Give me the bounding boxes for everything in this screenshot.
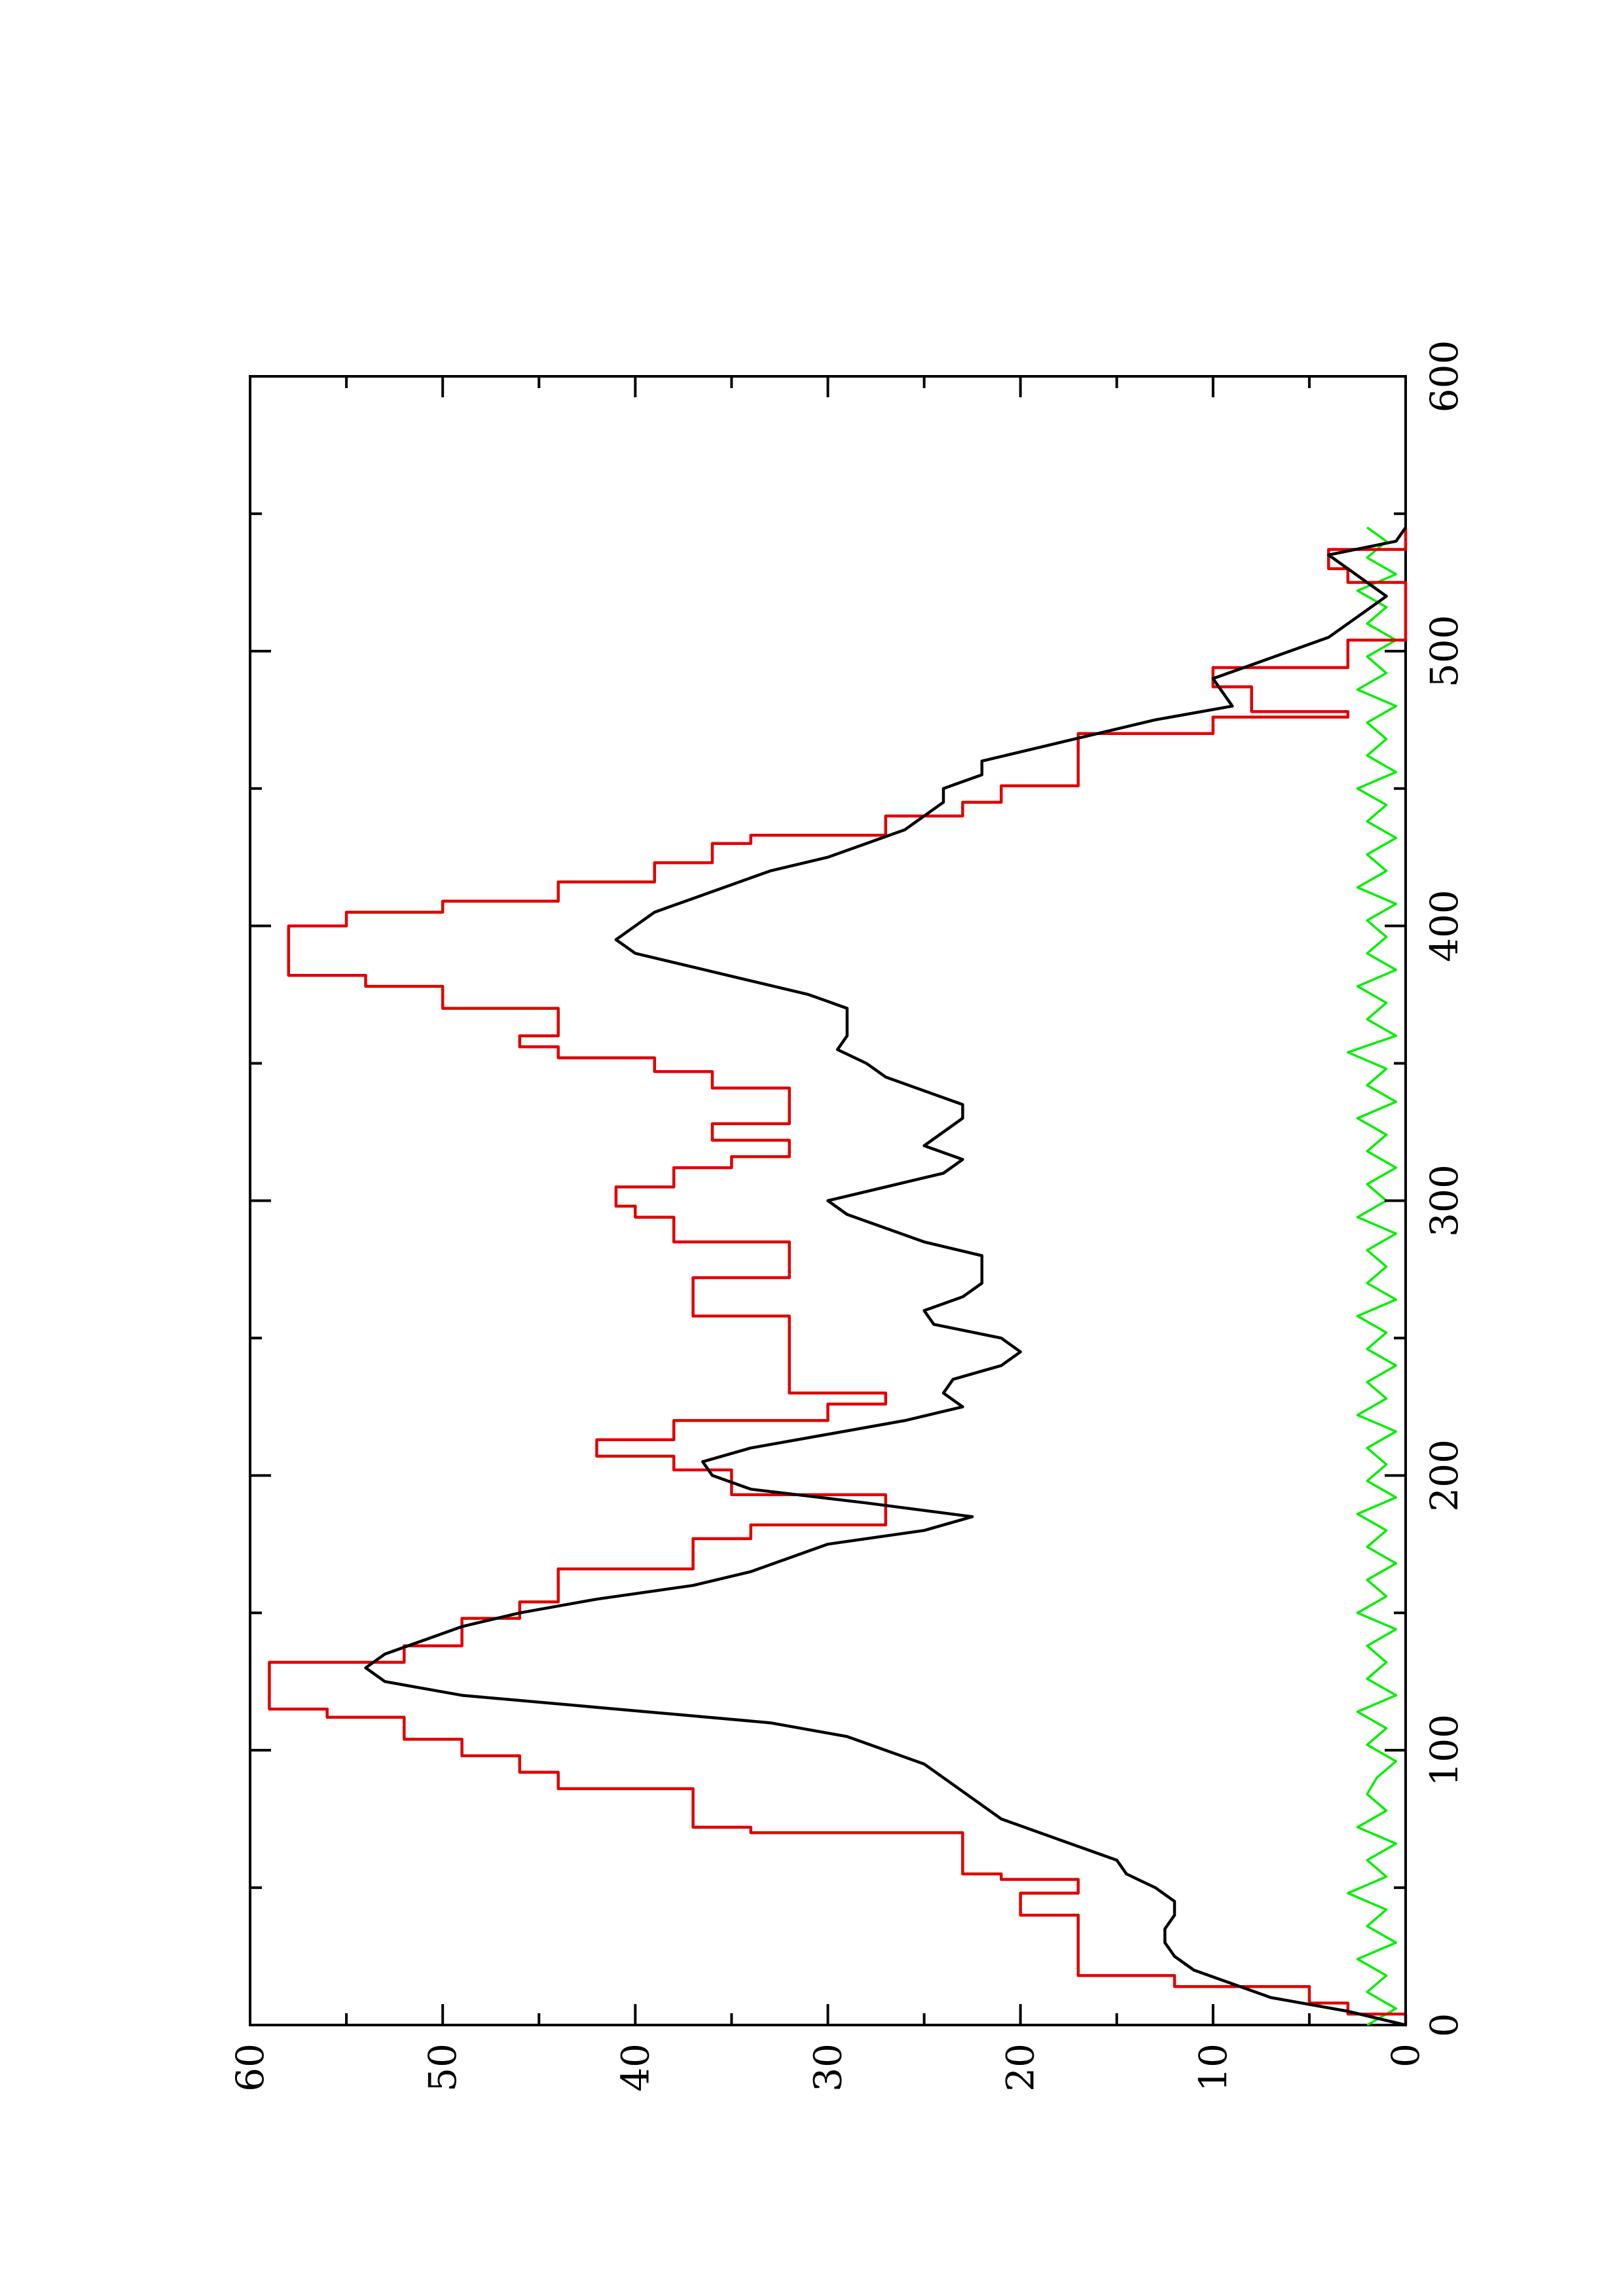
x-tick-label: 300 [1422, 1164, 1467, 1237]
x-tick-label: 400 [1422, 889, 1467, 962]
y-tick-label: 30 [806, 2043, 850, 2092]
y-tick-label: 50 [420, 2043, 465, 2092]
y-tick-label: 40 [613, 2043, 657, 2092]
series-green-line [1347, 526, 1398, 2026]
ticks-layer [249, 375, 1407, 2026]
tick-labels: 0 100 200 300 400 500 600 0 10 20 30 40 50 60 [228, 340, 1467, 2092]
x-tick-label: 600 [1422, 340, 1467, 413]
y-tick-label: 60 [228, 2043, 272, 2092]
x-tick-label: 500 [1422, 615, 1467, 687]
series-red-line [268, 527, 1408, 2025]
y-tick-label: 10 [1191, 2043, 1235, 2092]
series-layer [268, 526, 1408, 2027]
y-tick-label: 0 [1383, 2043, 1428, 2068]
x-tick-label: 100 [1422, 1714, 1467, 1787]
x-tick-label: 200 [1422, 1439, 1467, 1512]
x-tick-label: 0 [1422, 2013, 1467, 2037]
series-black-line [364, 526, 1407, 2027]
y-tick-label: 20 [998, 2043, 1043, 2092]
